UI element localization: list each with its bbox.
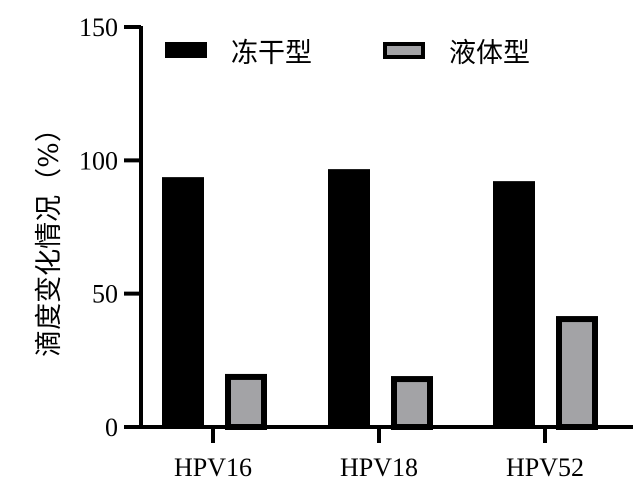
y-axis-label: 滴度变化情况（%） [34,115,65,357]
bar-liquid-hpv18 [391,376,433,431]
x-tick-label-hpv52: HPV52 [506,453,584,482]
bar-liquid-hpv52 [556,316,598,431]
y-axis: 0 50 100 150 [79,13,143,442]
x-axis: HPV16 HPV18 HPV52 [139,425,633,482]
legend-swatch-lyophilized [165,42,207,58]
legend-label-lyophilized: 冻干型 [231,38,312,69]
bar-lyophilized-hpv18 [328,169,370,427]
y-tick-label: 150 [79,13,118,42]
legend-swatch-liquid [383,42,425,59]
y-tick-label: 100 [79,146,118,175]
x-tick-label-hpv18: HPV18 [340,453,418,482]
bar-liquid-hpv16 [225,373,267,430]
bar-lyophilized-hpv16 [162,177,204,427]
bars [162,169,598,431]
y-tick-label: 0 [105,413,118,442]
x-tick-label-hpv16: HPV16 [174,453,252,482]
y-tick-label: 50 [92,280,118,309]
legend-label-liquid: 液体型 [449,38,530,69]
bar-lyophilized-hpv52 [493,181,535,427]
legend: 冻干型 液体型 [165,38,530,69]
